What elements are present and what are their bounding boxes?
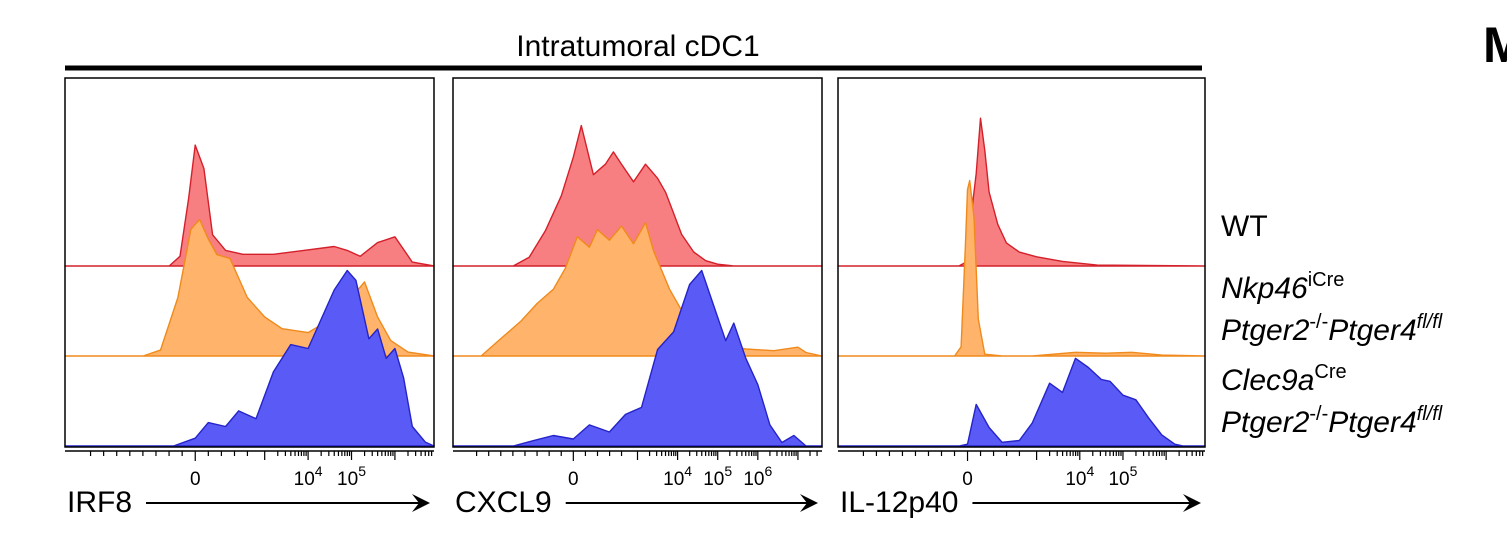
legend-entry-1: WT [1221, 210, 1268, 243]
x-tick-label: 106 [743, 463, 772, 490]
x-tick-label: 0 [190, 469, 201, 490]
x-tick-label: 105 [337, 463, 366, 490]
histogram-series-2 [837, 179, 1206, 357]
x-axis: 0 104 105 106 [453, 450, 822, 490]
x-axis-arrowhead [800, 494, 818, 512]
x-axis-arrowhead [412, 494, 430, 512]
histogram-series-2 [452, 221, 823, 357]
x-tick-label: 0 [962, 469, 973, 490]
legend-entry-2: Nkp46iCre Ptger2-/-Ptger4fl/fl [1221, 269, 1443, 347]
plot-frame [837, 77, 1206, 448]
histogram-series-3 [64, 269, 435, 447]
x-tick-label: 0 [568, 469, 579, 490]
x-tick-label: 104 [1065, 463, 1094, 490]
x-axis-label: IL-12p40 [840, 486, 958, 519]
histogram-series-1 [64, 144, 435, 267]
x-axis: 0 104 105 [838, 450, 1205, 490]
histogram-series-1 [837, 117, 1206, 267]
legend-label: Ptger2-/-Ptger4fl/fl [1221, 403, 1443, 439]
x-tick-label: 105 [1108, 463, 1137, 490]
x-axis-label: IRF8 [67, 486, 132, 519]
x-tick-label: 105 [703, 463, 732, 490]
panel-letter-fragment: M [1483, 17, 1507, 73]
histogram-series-3 [452, 269, 823, 447]
x-tick-label: 104 [663, 463, 692, 490]
plot-frame [64, 77, 435, 448]
histogram-series-1 [452, 124, 823, 267]
legend-label: Ptger2-/-Ptger4fl/fl [1221, 311, 1443, 347]
legend-label: Nkp46iCre [1221, 269, 1344, 305]
group-title: Intratumoral cDC1 [516, 30, 759, 63]
legend-label: WT [1221, 210, 1268, 243]
legend-label: Clec9aCre [1221, 361, 1347, 397]
x-axis-label: CXCL9 [455, 486, 552, 519]
histogram-panel-3: 0 104 105 IL-12p40 [837, 77, 1206, 519]
histogram-panels: 0 104 105 IRF8 0 104 105 106 CXCL9 0 104 105 IL-12p4… [64, 77, 1206, 519]
x-axis: 0 104 105 [65, 450, 434, 490]
legend: WTNkp46iCrePtger2-/-Ptger4fl/flClec9aCre… [1221, 210, 1443, 439]
x-axis-arrowhead [1183, 494, 1201, 512]
legend-entry-3: Clec9aCre Ptger2-/-Ptger4fl/fl [1221, 361, 1443, 439]
plot-frame [452, 77, 823, 448]
histogram-panel-2: 0 104 105 106 CXCL9 [452, 77, 823, 519]
x-tick-label: 104 [294, 463, 323, 490]
histogram-panel-1: 0 104 105 IRF8 [64, 77, 435, 519]
histogram-series-3 [837, 357, 1206, 447]
